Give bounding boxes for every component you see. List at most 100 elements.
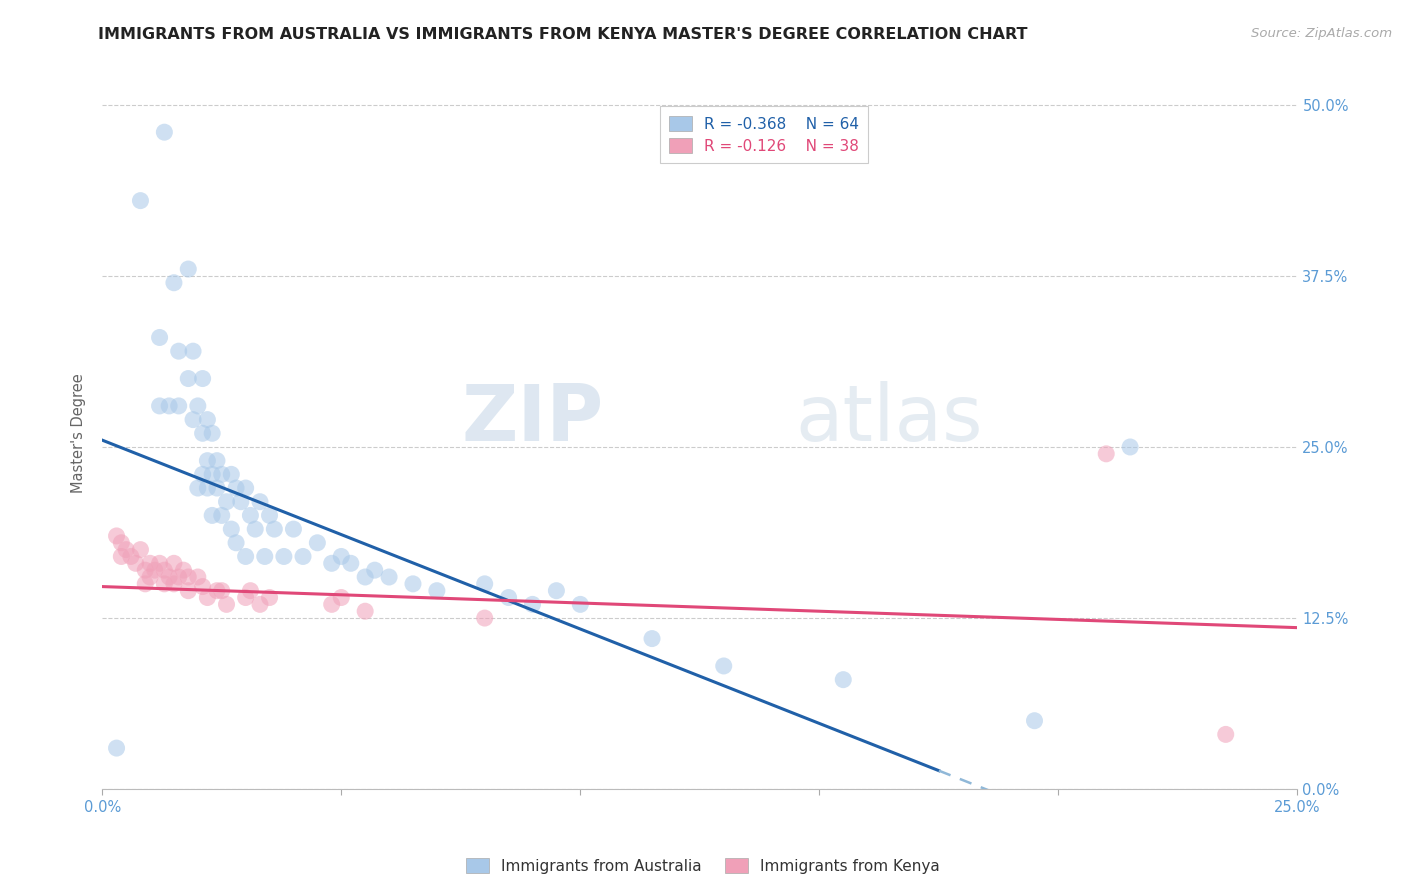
Point bbox=[191, 467, 214, 482]
Point bbox=[149, 399, 172, 413]
Point bbox=[205, 453, 228, 467]
Point bbox=[713, 659, 735, 673]
Point bbox=[321, 598, 343, 612]
Point bbox=[105, 741, 128, 756]
Point bbox=[402, 577, 425, 591]
Point bbox=[163, 557, 186, 571]
Point bbox=[832, 673, 855, 687]
Point bbox=[321, 557, 343, 571]
Point bbox=[253, 549, 276, 564]
Point bbox=[215, 598, 238, 612]
Point bbox=[426, 583, 449, 598]
Point bbox=[340, 557, 363, 571]
Point bbox=[139, 570, 162, 584]
Point bbox=[167, 399, 190, 413]
Point bbox=[215, 494, 238, 508]
Point bbox=[498, 591, 520, 605]
Text: IMMIGRANTS FROM AUSTRALIA VS IMMIGRANTS FROM KENYA MASTER'S DEGREE CORRELATION C: IMMIGRANTS FROM AUSTRALIA VS IMMIGRANTS … bbox=[98, 27, 1028, 42]
Point bbox=[307, 536, 329, 550]
Point bbox=[129, 194, 152, 208]
Point bbox=[153, 577, 176, 591]
Point bbox=[129, 542, 152, 557]
Point bbox=[225, 536, 247, 550]
Point bbox=[211, 508, 233, 523]
Point bbox=[235, 481, 257, 495]
Point bbox=[134, 563, 156, 577]
Legend: R = -0.368    N = 64, R = -0.126    N = 38: R = -0.368 N = 64, R = -0.126 N = 38 bbox=[659, 106, 868, 163]
Point bbox=[177, 570, 200, 584]
Point bbox=[163, 577, 186, 591]
Point bbox=[364, 563, 387, 577]
Point bbox=[205, 481, 228, 495]
Point bbox=[197, 591, 219, 605]
Point bbox=[249, 598, 271, 612]
Point bbox=[283, 522, 305, 536]
Point bbox=[229, 494, 252, 508]
Point bbox=[177, 583, 200, 598]
Point bbox=[225, 481, 247, 495]
Point bbox=[167, 344, 190, 359]
Point bbox=[522, 598, 544, 612]
Point bbox=[153, 563, 176, 577]
Point bbox=[191, 580, 214, 594]
Point bbox=[120, 549, 142, 564]
Y-axis label: Master's Degree: Master's Degree bbox=[72, 374, 86, 493]
Point bbox=[354, 604, 377, 618]
Point bbox=[211, 467, 233, 482]
Point bbox=[149, 330, 172, 344]
Point bbox=[474, 577, 496, 591]
Point bbox=[139, 557, 162, 571]
Point bbox=[330, 591, 353, 605]
Point bbox=[546, 583, 568, 598]
Point bbox=[259, 508, 281, 523]
Point bbox=[181, 412, 204, 426]
Point bbox=[201, 508, 224, 523]
Point bbox=[110, 549, 132, 564]
Point bbox=[221, 522, 243, 536]
Point bbox=[115, 542, 138, 557]
Point bbox=[163, 276, 186, 290]
Point bbox=[181, 344, 204, 359]
Point bbox=[235, 591, 257, 605]
Point bbox=[149, 557, 172, 571]
Point bbox=[1119, 440, 1142, 454]
Point bbox=[157, 399, 180, 413]
Point bbox=[167, 570, 190, 584]
Point bbox=[569, 598, 592, 612]
Point bbox=[1024, 714, 1046, 728]
Point bbox=[211, 583, 233, 598]
Point bbox=[239, 508, 262, 523]
Point bbox=[187, 570, 209, 584]
Point bbox=[177, 262, 200, 277]
Text: ZIP: ZIP bbox=[463, 381, 605, 457]
Point bbox=[1215, 727, 1237, 741]
Text: Source: ZipAtlas.com: Source: ZipAtlas.com bbox=[1251, 27, 1392, 40]
Point bbox=[201, 426, 224, 441]
Point bbox=[239, 583, 262, 598]
Point bbox=[110, 536, 132, 550]
Point bbox=[474, 611, 496, 625]
Point bbox=[143, 563, 166, 577]
Text: atlas: atlas bbox=[796, 381, 983, 457]
Point bbox=[191, 371, 214, 385]
Point bbox=[134, 577, 156, 591]
Point bbox=[221, 467, 243, 482]
Point bbox=[197, 481, 219, 495]
Point bbox=[191, 426, 214, 441]
Point bbox=[197, 412, 219, 426]
Point bbox=[273, 549, 295, 564]
Point bbox=[249, 494, 271, 508]
Point bbox=[157, 570, 180, 584]
Point bbox=[354, 570, 377, 584]
Point bbox=[153, 125, 176, 139]
Point bbox=[197, 453, 219, 467]
Point bbox=[177, 371, 200, 385]
Point bbox=[641, 632, 664, 646]
Point bbox=[1095, 447, 1118, 461]
Point bbox=[187, 399, 209, 413]
Legend: Immigrants from Australia, Immigrants from Kenya: Immigrants from Australia, Immigrants fr… bbox=[460, 852, 946, 880]
Point bbox=[330, 549, 353, 564]
Point bbox=[187, 481, 209, 495]
Point bbox=[201, 467, 224, 482]
Point bbox=[259, 591, 281, 605]
